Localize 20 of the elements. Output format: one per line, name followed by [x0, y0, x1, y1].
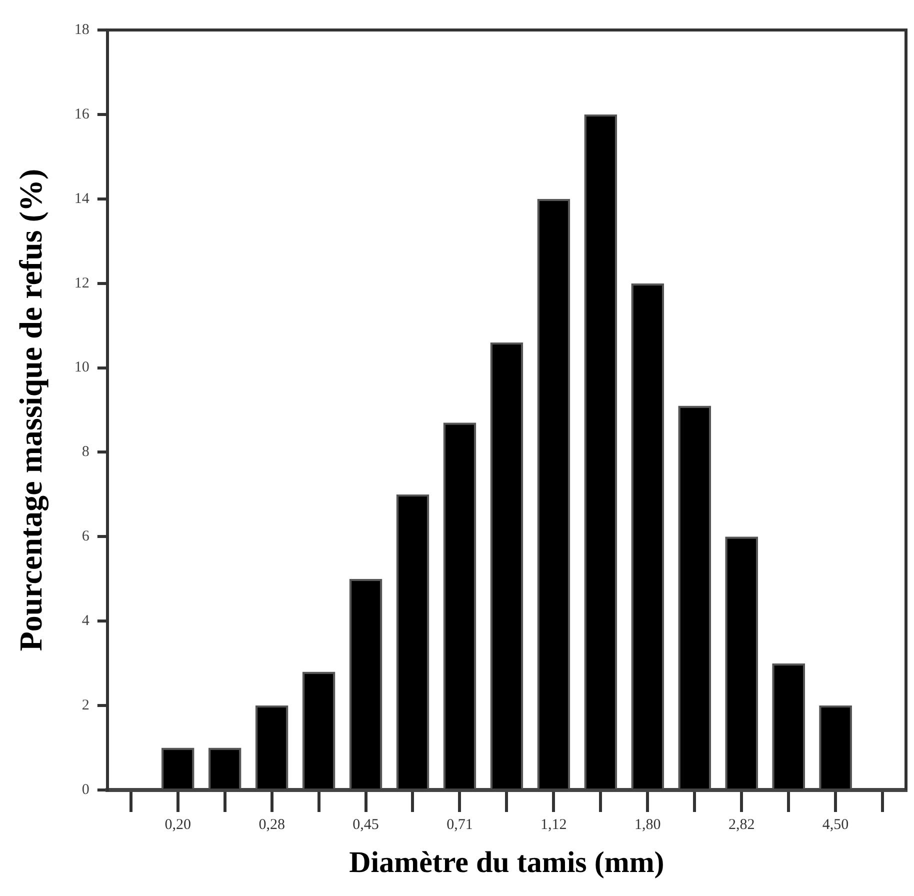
x-tick-label: 1,12	[540, 816, 567, 833]
x-tick-label: 0,71	[446, 816, 473, 833]
y-tick-label: 10	[74, 360, 90, 376]
y-tick-label: 4	[82, 613, 90, 630]
x-tick-label: 2,82	[728, 816, 755, 833]
y-tick-label: 0	[82, 782, 90, 798]
y-tick-label: 8	[82, 444, 90, 460]
y-tick-label: 18	[74, 22, 90, 38]
y-axis-title: Pourcentage massique de refus (%)	[12, 168, 50, 652]
x-tick-label: 0,20	[164, 816, 191, 833]
x-tick-label: 1,80	[634, 816, 661, 833]
y-tick-label: 12	[74, 275, 90, 292]
y-tick-label: 16	[74, 106, 90, 122]
y-tick-label: 14	[74, 190, 90, 207]
x-tick-label: 0,28	[258, 816, 285, 833]
y-tick-label: 6	[82, 528, 90, 545]
y-tick-label: 2	[82, 697, 90, 714]
x-axis-title: Diamètre du tamis (mm)	[349, 846, 664, 879]
x-tick-label: 4,50	[822, 816, 849, 833]
x-tick-label: 0,45	[352, 816, 379, 833]
